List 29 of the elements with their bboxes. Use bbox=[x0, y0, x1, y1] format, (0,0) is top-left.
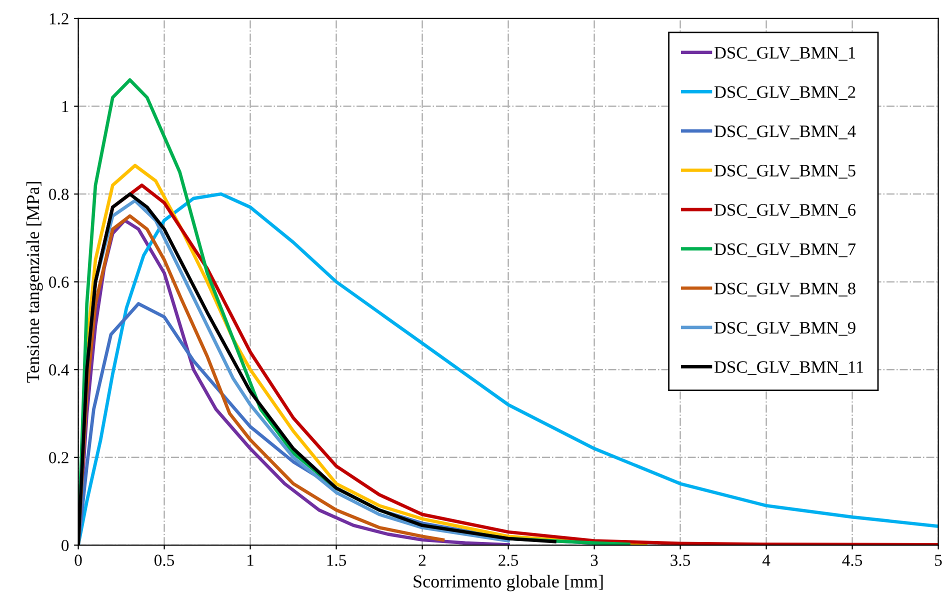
legend-label: DSC_GLV_BMN_8 bbox=[714, 282, 856, 296]
x-axis-title: Scorrimento globale [mm] bbox=[414, 574, 603, 592]
y-axis-title: Tensione tangenziale [MPa] bbox=[26, 182, 43, 383]
y-tick-label: 0.2 bbox=[49, 452, 68, 464]
y-tick-label: 1 bbox=[62, 101, 68, 112]
x-tick-label: 3.5 bbox=[670, 554, 690, 566]
y-tick-label: 1.2 bbox=[50, 13, 68, 24]
legend-label: DSC_GLV_BMN_4 bbox=[714, 126, 856, 140]
legend-label: DSC_GLV_BMN_1 bbox=[714, 46, 856, 61]
x-tick-label: 0 bbox=[74, 554, 82, 566]
legend-label: DSC_GLV_BMN_11 bbox=[714, 361, 864, 376]
legend-label: DSC_GLV_BMN_7 bbox=[714, 243, 856, 258]
x-tick-label: 1.5 bbox=[327, 554, 346, 566]
x-tick-label: 0.5 bbox=[154, 554, 174, 566]
x-tick-label: 2.5 bbox=[498, 554, 518, 566]
y-tick-label: 0.8 bbox=[49, 188, 69, 200]
legend-label: DSC_GLV_BMN_6 bbox=[714, 204, 856, 218]
legend-label: DSC_GLV_BMN_9 bbox=[714, 322, 856, 336]
x-tick-label: 3 bbox=[590, 554, 598, 566]
x-tick-label: 2 bbox=[418, 554, 426, 566]
x-tick-label: 4 bbox=[762, 554, 770, 566]
y-tick-label: 0.4 bbox=[49, 364, 69, 376]
x-tick-label: 1 bbox=[248, 554, 254, 566]
y-tick-label: 0 bbox=[62, 540, 69, 552]
legend-label: DSC_GLV_BMN_5 bbox=[714, 164, 856, 179]
x-tick-label: 5 bbox=[935, 554, 942, 566]
legend-label: DSC_GLV_BMN_2 bbox=[714, 86, 856, 100]
y-tick-label: 0.6 bbox=[49, 276, 69, 288]
x-tick-label: 4.5 bbox=[842, 554, 862, 566]
